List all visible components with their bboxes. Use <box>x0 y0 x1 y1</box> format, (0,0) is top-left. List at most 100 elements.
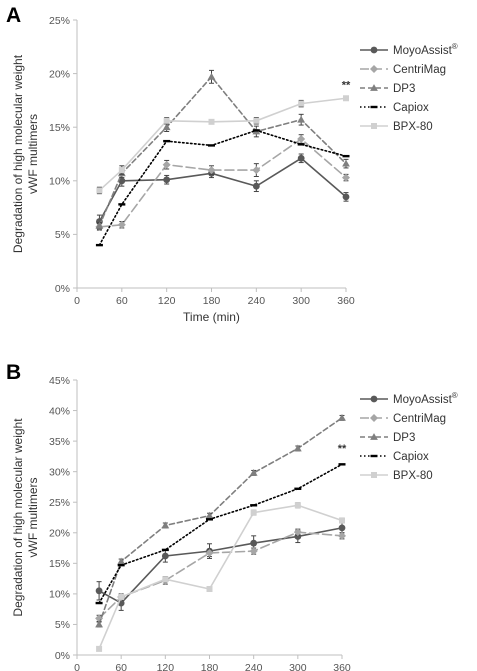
series-line <box>98 531 343 620</box>
y-tick-label: 20% <box>49 528 70 540</box>
chart-svg-a: A 0% 5% 10% 15% 20% 25% 0 60 120 180 240 300 360 Time … <box>6 4 458 324</box>
y-tick-label: 30% <box>49 466 70 478</box>
y-tick-label: 10% <box>49 589 70 601</box>
legend-swatch-marker <box>370 395 378 403</box>
legend-swatch-marker <box>371 123 377 129</box>
data-point <box>161 521 170 529</box>
significance-annotation: ** <box>342 80 351 92</box>
legend-label: BPX-80 <box>393 470 433 482</box>
data-point <box>294 502 301 509</box>
x-tick-label: 240 <box>245 662 263 671</box>
legend-label-text: BPX-80 <box>393 470 433 482</box>
y-axis-title: Degradation of high molecular weightvWF … <box>11 418 40 617</box>
y-tick-label: 10% <box>49 176 70 188</box>
series-line <box>98 129 347 246</box>
series-capiox <box>95 463 346 605</box>
y-axis-title-line-2: vWF multimers <box>26 114 40 194</box>
series-line <box>98 417 343 626</box>
data-point <box>249 468 258 476</box>
y-axis-title: Degradation of high molecular weightvWF … <box>11 54 40 253</box>
data-point <box>117 563 125 567</box>
legend-label-text: BPX-80 <box>393 121 433 133</box>
data-point <box>250 539 258 547</box>
data-point <box>95 587 103 595</box>
x-axis-title: Time (min) <box>183 310 240 324</box>
data-point <box>118 203 126 206</box>
x-tick-label: 120 <box>157 662 175 671</box>
y-tick-label: 15% <box>49 122 70 134</box>
data-point <box>207 166 216 175</box>
data-point <box>252 182 260 190</box>
legend-label-text: MoyoAssist <box>393 45 453 57</box>
series-moyoassist <box>95 522 346 611</box>
legend-swatch-marker <box>371 472 377 478</box>
legend-label: CentriMag <box>393 64 446 76</box>
legend-label: MoyoAssist® <box>393 42 458 57</box>
data-point <box>162 123 171 131</box>
series-centrimag <box>95 528 346 623</box>
x-tick-label: 300 <box>292 295 310 307</box>
legend-label: DP3 <box>393 432 415 444</box>
data-point <box>339 517 345 524</box>
x-tick-label: 300 <box>289 662 307 671</box>
data-point <box>208 144 215 147</box>
x-tick-label: 120 <box>158 295 176 307</box>
legend-swatch-marker <box>370 454 378 458</box>
data-point <box>95 221 104 229</box>
data-point <box>95 601 103 605</box>
legend-label-text: DP3 <box>393 432 415 444</box>
y-tick-label: 0% <box>55 283 70 295</box>
series-centrimag <box>95 134 350 231</box>
data-point <box>249 547 258 556</box>
legend-label-text: CentriMag <box>393 64 446 76</box>
data-point <box>342 173 350 182</box>
data-point <box>338 524 346 532</box>
series-capiox <box>95 129 350 247</box>
data-point <box>252 166 261 175</box>
data-point <box>96 187 103 194</box>
data-point <box>250 504 258 507</box>
legend-label-text: MoyoAssist <box>393 394 453 406</box>
x-tick-label: 60 <box>115 662 127 671</box>
series-bpx-80 <box>96 502 345 652</box>
series-line <box>98 157 347 223</box>
y-tick-label: 25% <box>49 15 70 27</box>
data-point <box>342 154 350 158</box>
legend-label: Capiox <box>393 102 429 114</box>
data-point <box>163 139 171 143</box>
legend-swatch-marker <box>370 84 378 91</box>
x-tick-label: 0 <box>74 662 80 671</box>
data-point <box>298 100 305 107</box>
data-point <box>253 117 260 124</box>
legend-label: CentriMag <box>393 413 446 425</box>
legend-label: DP3 <box>393 83 415 95</box>
data-point <box>117 220 126 229</box>
data-point <box>205 511 214 519</box>
legend-label-text: DP3 <box>393 83 415 95</box>
chart-panel-a: A 0% 5% 10% 15% 20% 25% 0 60 120 180 240 300 360 Time … <box>0 0 477 335</box>
legend-label: MoyoAssist® <box>393 391 458 406</box>
data-point <box>162 160 171 169</box>
series-bpx-80 <box>96 95 349 195</box>
data-point <box>206 586 213 592</box>
y-tick-label: 20% <box>49 68 70 80</box>
series-dp3 <box>95 69 350 230</box>
x-tick-label: 360 <box>337 295 355 307</box>
y-axis-title-line-1: Degradation of high molecular weight <box>11 418 25 617</box>
series-dp3 <box>95 413 346 628</box>
x-tick-label: 60 <box>116 295 128 307</box>
y-tick-label: 35% <box>49 436 70 448</box>
data-point <box>252 129 260 132</box>
legend-label: BPX-80 <box>393 121 433 133</box>
legend-label-text: CentriMag <box>393 413 446 425</box>
data-point <box>207 72 216 80</box>
data-point <box>338 463 346 466</box>
y-tick-label: 45% <box>49 375 70 387</box>
y-tick-label: 40% <box>49 405 70 417</box>
y-tick-label: 15% <box>49 558 70 570</box>
legend-label-text: Capiox <box>393 451 429 463</box>
series-moyoassist <box>96 153 350 229</box>
data-point <box>297 154 305 162</box>
legend-swatch-marker <box>370 414 378 422</box>
x-tick-label: 0 <box>74 295 80 307</box>
